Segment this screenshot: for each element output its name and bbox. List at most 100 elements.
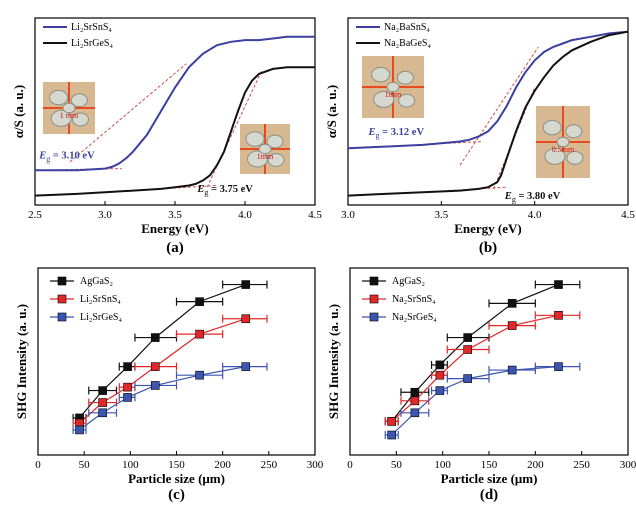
panel-label: (c)	[168, 487, 185, 503]
tangent-line	[459, 46, 539, 166]
data-point	[507, 321, 517, 330]
legend-label: Na₂BaGeS₄	[384, 38, 431, 49]
data-point	[410, 408, 420, 418]
series-line	[347, 30, 629, 197]
legend-label: AgGaS₂	[392, 276, 425, 287]
legend-marker	[369, 312, 379, 322]
legend-label: AgGaS₂	[80, 276, 113, 287]
x-tick-label: 3.5	[434, 209, 448, 221]
data-point	[507, 365, 517, 375]
data-point	[98, 408, 107, 418]
data-point	[98, 398, 107, 407]
data-point	[150, 381, 160, 390]
crystal-photo: 1mm	[240, 124, 290, 174]
eg-annotation: Eg = 3.80 eV	[504, 191, 561, 204]
crystal-mark	[245, 131, 265, 147]
data-point	[123, 393, 132, 402]
crystal-mark	[556, 136, 570, 148]
legend-marker	[369, 294, 379, 304]
x-tick-label: 3.5	[168, 209, 182, 221]
y-axis-label: SHG Intensity (a. u.)	[14, 304, 29, 419]
legend-label: Na₂BaSnS₄	[384, 22, 430, 33]
crystal-mark	[386, 81, 400, 93]
crystal-mark	[542, 119, 562, 136]
data-point	[150, 362, 160, 371]
crystal-mark	[258, 143, 272, 155]
data-point	[98, 386, 107, 395]
crystal-mark	[247, 150, 268, 168]
panel-label: (a)	[166, 240, 184, 256]
x-axis-label: Energy (eV)	[454, 221, 522, 236]
data-point	[507, 299, 517, 308]
legend-marker	[57, 276, 67, 286]
series-line	[34, 66, 315, 197]
photo-scale-label: 1mm	[257, 152, 274, 161]
x-axis-label: Particle size (μm)	[128, 471, 225, 486]
data-point	[195, 297, 204, 306]
x-tick-label: 100	[122, 459, 139, 471]
data-point	[241, 280, 251, 289]
y-axis-label: α/S (a. u.)	[324, 85, 339, 139]
legend-label: Li₂SrSnS₄	[71, 22, 112, 33]
legend-marker	[369, 276, 379, 286]
crystal-mark	[566, 150, 584, 165]
x-tick-label: 150	[481, 459, 498, 471]
x-tick-label: 200	[527, 459, 544, 471]
data-point	[410, 387, 420, 397]
x-axis-label: Energy (eV)	[141, 221, 209, 236]
x-tick-label: 300	[307, 459, 324, 471]
photo-scale-label: 1 mm	[60, 111, 79, 120]
x-tick-label: 0	[347, 459, 353, 471]
series-line	[79, 284, 247, 419]
panel-b: 3.0 3.5 4.0 4.5 Energy (eV) α/S (a. u.) (b) Na₂…	[324, 17, 635, 256]
plot-frame	[347, 17, 629, 206]
x-tick-label: 100	[434, 459, 451, 471]
x-tick-label: 3.0	[98, 209, 112, 221]
data-point	[554, 280, 563, 289]
crystal-mark	[371, 66, 391, 83]
x-tick-label: 4.0	[238, 209, 252, 221]
crystal-mark	[70, 93, 88, 108]
legend-marker	[57, 294, 67, 304]
legend-marker	[57, 312, 67, 322]
x-tick-label: 200	[214, 459, 231, 471]
x-tick-label: 0	[35, 459, 41, 471]
crystal-mark	[544, 147, 566, 165]
data-point	[435, 386, 445, 395]
crystal-mark	[373, 90, 395, 108]
legend-label: Na₂SrSnS₄	[392, 294, 436, 305]
x-tick-label: 250	[573, 459, 590, 471]
eg-annotation: Eg = 3.75 eV	[196, 184, 253, 197]
data-point	[463, 333, 472, 342]
tangent-line	[69, 63, 187, 163]
x-tick-label: 4.0	[528, 209, 542, 221]
x-tick-label: 50	[79, 459, 91, 471]
data-point	[410, 396, 420, 406]
crystal-photo: 1mm	[362, 56, 424, 118]
legend-label: Li₂SrSnS₄	[80, 294, 121, 305]
data-point	[387, 417, 397, 426]
crystal-mark	[565, 124, 583, 139]
data-point	[123, 382, 132, 392]
x-tick-label: 3.0	[341, 209, 355, 221]
crystal-mark	[396, 70, 414, 85]
eg-annotation: Eg = 3.12 eV	[368, 127, 425, 140]
crystal-photo: 1 mm	[43, 82, 95, 134]
data-point	[195, 329, 204, 339]
photo-scale-label: 1mm	[385, 90, 402, 99]
data-point	[463, 374, 472, 383]
crystal-mark	[49, 89, 69, 106]
eg-annotation: Eg = 3.10 eV	[38, 150, 95, 163]
crystal-photo: 0.5mm	[536, 106, 590, 178]
panel-c: 0 50 100 150 200 250 300 Particle size (μm) SHG …	[14, 267, 324, 503]
series-line	[35, 35, 315, 172]
panel-a: 2.5 3.0 3.5 4.0 4.5 Energy (eV) α/S (a. u.) (a)…	[11, 17, 322, 256]
crystal-mark	[50, 109, 72, 127]
x-tick-label: 2.5	[28, 209, 42, 221]
x-axis-label: Particle size (μm)	[441, 471, 538, 486]
y-axis-label: α/S (a. u.)	[11, 85, 26, 139]
panel-label: (b)	[479, 240, 497, 256]
crystal-mark	[398, 93, 416, 108]
photo-scale-label: 0.5mm	[552, 145, 575, 154]
